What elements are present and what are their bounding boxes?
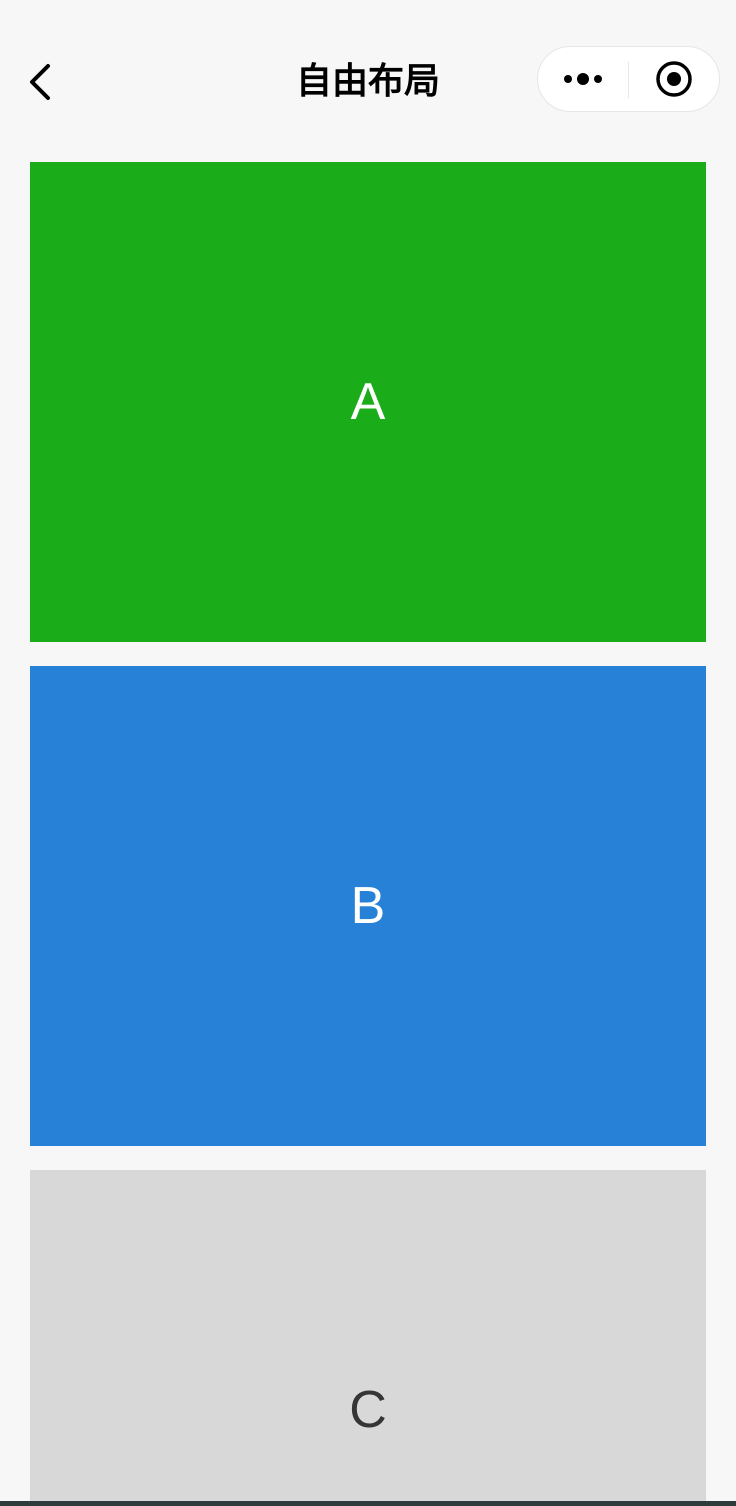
block-c: C	[30, 1170, 706, 1506]
capsule-divider	[628, 62, 629, 98]
more-button[interactable]	[538, 47, 628, 111]
block-b: B	[30, 666, 706, 1146]
target-circle-icon	[656, 61, 692, 97]
block-b-label: B	[350, 877, 386, 935]
block-a-label: A	[350, 373, 386, 431]
block-a: A	[30, 162, 706, 642]
page-title: 自由布局	[295, 60, 440, 101]
block-c-label: C	[349, 1381, 387, 1439]
close-button[interactable]	[629, 47, 719, 111]
chevron-left-icon	[30, 64, 50, 100]
more-dots-icon	[564, 73, 602, 85]
navigation-bar: 自由布局	[0, 0, 736, 160]
home-indicator	[0, 1501, 736, 1506]
menu-capsule	[537, 46, 720, 112]
back-button[interactable]	[18, 58, 62, 106]
